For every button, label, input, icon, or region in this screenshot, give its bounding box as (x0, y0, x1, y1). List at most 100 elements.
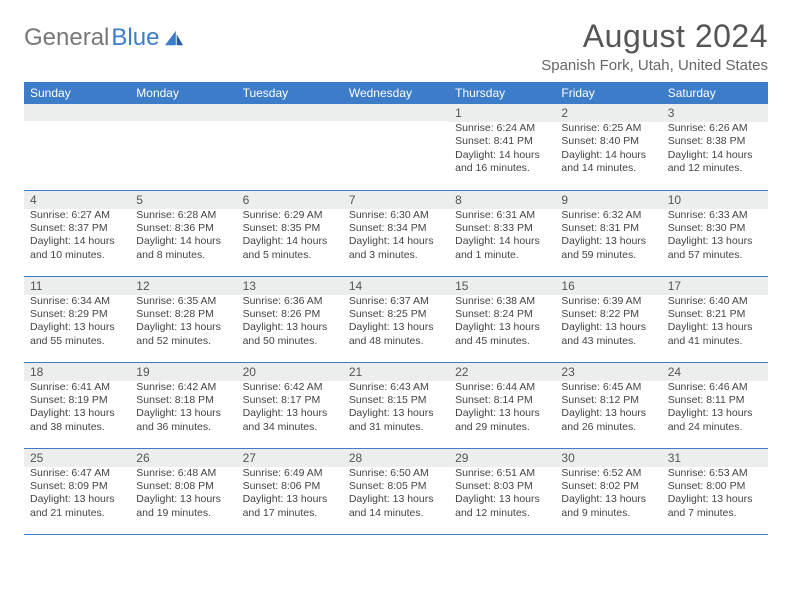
day-number: 28 (343, 449, 449, 467)
sunrise-line: Sunrise: 6:45 AM (561, 381, 655, 394)
calendar-cell (24, 104, 130, 190)
day-header: Wednesday (343, 82, 449, 104)
daylight-line-2: and 55 minutes. (30, 335, 124, 348)
day-number: 25 (24, 449, 130, 467)
sunrise-line: Sunrise: 6:30 AM (349, 209, 443, 222)
calendar-cell (130, 104, 236, 190)
sunset-line: Sunset: 8:26 PM (243, 308, 337, 321)
sunset-line: Sunset: 8:22 PM (561, 308, 655, 321)
day-details: Sunrise: 6:50 AMSunset: 8:05 PMDaylight:… (343, 467, 449, 525)
sunset-line: Sunset: 8:06 PM (243, 480, 337, 493)
daylight-line-1: Daylight: 13 hours (243, 493, 337, 506)
daylight-line-2: and 50 minutes. (243, 335, 337, 348)
sunrise-line: Sunrise: 6:50 AM (349, 467, 443, 480)
calendar-week: 4Sunrise: 6:27 AMSunset: 8:37 PMDaylight… (24, 190, 768, 276)
day-number: 29 (449, 449, 555, 467)
sunset-line: Sunset: 8:21 PM (668, 308, 762, 321)
day-header: Saturday (662, 82, 768, 104)
calendar-cell: 20Sunrise: 6:42 AMSunset: 8:17 PMDayligh… (237, 362, 343, 448)
sunrise-line: Sunrise: 6:40 AM (668, 295, 762, 308)
day-header: Tuesday (237, 82, 343, 104)
sunset-line: Sunset: 8:03 PM (455, 480, 549, 493)
calendar-cell: 18Sunrise: 6:41 AMSunset: 8:19 PMDayligh… (24, 362, 130, 448)
month-title: August 2024 (541, 18, 768, 55)
daylight-line-2: and 59 minutes. (561, 249, 655, 262)
day-details: Sunrise: 6:26 AMSunset: 8:38 PMDaylight:… (662, 122, 768, 180)
sunrise-line: Sunrise: 6:49 AM (243, 467, 337, 480)
calendar-week: 18Sunrise: 6:41 AMSunset: 8:19 PMDayligh… (24, 362, 768, 448)
day-number: 1 (449, 104, 555, 122)
day-details: Sunrise: 6:32 AMSunset: 8:31 PMDaylight:… (555, 209, 661, 267)
logo-text-general: General (24, 24, 109, 52)
day-details: Sunrise: 6:31 AMSunset: 8:33 PMDaylight:… (449, 209, 555, 267)
sunrise-line: Sunrise: 6:33 AM (668, 209, 762, 222)
sunset-line: Sunset: 8:34 PM (349, 222, 443, 235)
calendar-week: 1Sunrise: 6:24 AMSunset: 8:41 PMDaylight… (24, 104, 768, 190)
calendar-cell: 17Sunrise: 6:40 AMSunset: 8:21 PMDayligh… (662, 276, 768, 362)
daylight-line-2: and 24 minutes. (668, 421, 762, 434)
sunrise-line: Sunrise: 6:43 AM (349, 381, 443, 394)
day-number: 17 (662, 277, 768, 295)
sunset-line: Sunset: 8:11 PM (668, 394, 762, 407)
sunrise-line: Sunrise: 6:32 AM (561, 209, 655, 222)
day-number: 10 (662, 191, 768, 209)
header: GeneralBlue August 2024 Spanish Fork, Ut… (24, 18, 768, 74)
daylight-line-2: and 29 minutes. (455, 421, 549, 434)
daylight-line-1: Daylight: 13 hours (561, 493, 655, 506)
day-details (343, 121, 449, 181)
day-number: 9 (555, 191, 661, 209)
daylight-line-1: Daylight: 13 hours (136, 493, 230, 506)
sunset-line: Sunset: 8:00 PM (668, 480, 762, 493)
sunset-line: Sunset: 8:29 PM (30, 308, 124, 321)
daylight-line-2: and 14 minutes. (561, 162, 655, 175)
day-details (24, 121, 130, 181)
daylight-line-2: and 45 minutes. (455, 335, 549, 348)
daylight-line-2: and 12 minutes. (455, 507, 549, 520)
daylight-line-1: Daylight: 13 hours (455, 407, 549, 420)
daylight-line-2: and 34 minutes. (243, 421, 337, 434)
calendar-cell: 5Sunrise: 6:28 AMSunset: 8:36 PMDaylight… (130, 190, 236, 276)
calendar-cell: 19Sunrise: 6:42 AMSunset: 8:18 PMDayligh… (130, 362, 236, 448)
sunrise-line: Sunrise: 6:52 AM (561, 467, 655, 480)
calendar-cell: 14Sunrise: 6:37 AMSunset: 8:25 PMDayligh… (343, 276, 449, 362)
day-number: 2 (555, 104, 661, 122)
day-number: 3 (662, 104, 768, 122)
day-number: 8 (449, 191, 555, 209)
day-header: Thursday (449, 82, 555, 104)
sunset-line: Sunset: 8:05 PM (349, 480, 443, 493)
calendar-cell: 2Sunrise: 6:25 AMSunset: 8:40 PMDaylight… (555, 104, 661, 190)
sunset-line: Sunset: 8:30 PM (668, 222, 762, 235)
daylight-line-1: Daylight: 13 hours (668, 407, 762, 420)
daylight-line-2: and 52 minutes. (136, 335, 230, 348)
day-number: 5 (130, 191, 236, 209)
calendar-cell: 4Sunrise: 6:27 AMSunset: 8:37 PMDaylight… (24, 190, 130, 276)
daylight-line-2: and 8 minutes. (136, 249, 230, 262)
daylight-line-1: Daylight: 13 hours (455, 321, 549, 334)
sunrise-line: Sunrise: 6:42 AM (136, 381, 230, 394)
sunset-line: Sunset: 8:02 PM (561, 480, 655, 493)
daylight-line-1: Daylight: 13 hours (349, 321, 443, 334)
calendar-week: 25Sunrise: 6:47 AMSunset: 8:09 PMDayligh… (24, 448, 768, 534)
sunset-line: Sunset: 8:28 PM (136, 308, 230, 321)
daylight-line-1: Daylight: 13 hours (243, 321, 337, 334)
day-details: Sunrise: 6:33 AMSunset: 8:30 PMDaylight:… (662, 209, 768, 267)
daylight-line-2: and 31 minutes. (349, 421, 443, 434)
day-details: Sunrise: 6:52 AMSunset: 8:02 PMDaylight:… (555, 467, 661, 525)
day-details: Sunrise: 6:47 AMSunset: 8:09 PMDaylight:… (24, 467, 130, 525)
day-number: 26 (130, 449, 236, 467)
day-details: Sunrise: 6:35 AMSunset: 8:28 PMDaylight:… (130, 295, 236, 353)
daylight-line-1: Daylight: 14 hours (455, 149, 549, 162)
day-header-row: SundayMondayTuesdayWednesdayThursdayFrid… (24, 82, 768, 104)
daylight-line-2: and 57 minutes. (668, 249, 762, 262)
sunset-line: Sunset: 8:12 PM (561, 394, 655, 407)
daylight-line-2: and 41 minutes. (668, 335, 762, 348)
logo-sail-icon (163, 29, 185, 47)
day-details (130, 121, 236, 181)
day-details: Sunrise: 6:28 AMSunset: 8:36 PMDaylight:… (130, 209, 236, 267)
calendar-cell: 11Sunrise: 6:34 AMSunset: 8:29 PMDayligh… (24, 276, 130, 362)
sunrise-line: Sunrise: 6:29 AM (243, 209, 337, 222)
daylight-line-1: Daylight: 14 hours (136, 235, 230, 248)
sunrise-line: Sunrise: 6:27 AM (30, 209, 124, 222)
daylight-line-1: Daylight: 13 hours (561, 235, 655, 248)
title-block: August 2024 Spanish Fork, Utah, United S… (541, 18, 768, 74)
